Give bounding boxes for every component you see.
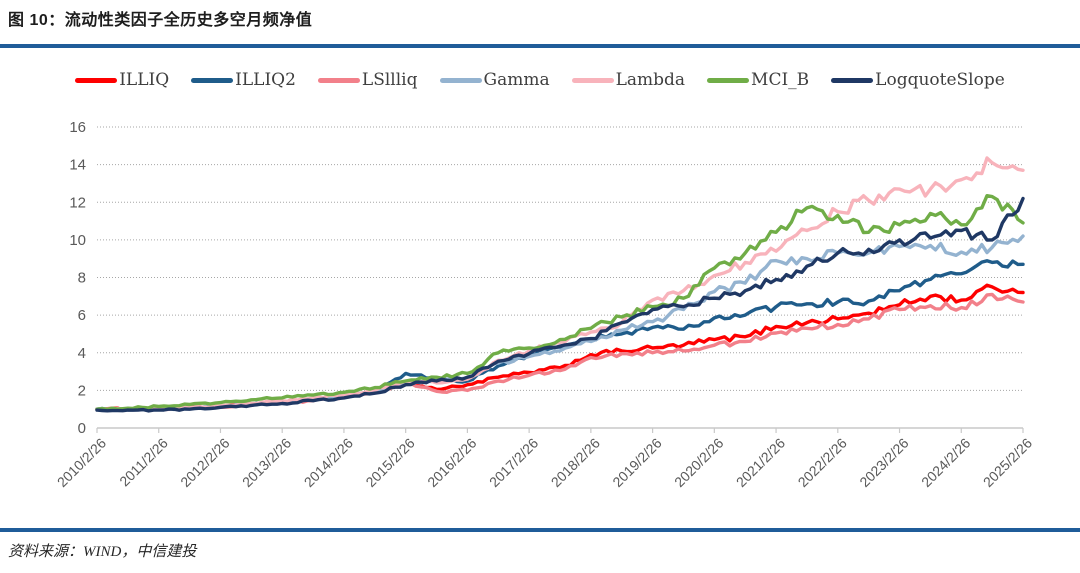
legend-label: ILLIQ bbox=[119, 70, 170, 90]
x-axis-label-group: 2012/2/26 bbox=[177, 435, 233, 491]
x-axis-label-group: 2013/2/26 bbox=[239, 435, 295, 491]
x-axis-label-group: 2014/2/26 bbox=[301, 435, 357, 491]
x-axis-label: 2021/2/26 bbox=[733, 435, 789, 491]
x-axis-label-group: 2021/2/26 bbox=[733, 435, 789, 491]
legend-swatch bbox=[439, 77, 482, 83]
legend-item-ILLIQ2: ILLIQ2 bbox=[191, 70, 296, 90]
x-axis-label-group: 2015/2/26 bbox=[362, 435, 418, 491]
legend-item-LSllliq: LSllliq bbox=[317, 70, 418, 90]
x-axis-label-group: 2011/2/26 bbox=[116, 435, 171, 490]
x-axis-label: 2018/2/26 bbox=[548, 435, 604, 491]
x-axis-label: 2022/2/26 bbox=[795, 435, 851, 491]
series-line-ILLIQ2 bbox=[95, 259, 1025, 412]
legend-swatch bbox=[831, 77, 874, 83]
legend-swatch bbox=[75, 77, 118, 83]
x-axis-label: 2012/2/26 bbox=[177, 435, 233, 491]
x-axis-label-group: 2017/2/26 bbox=[486, 435, 542, 491]
figure-title: 图 10：流动性类因子全历史多空月频净值 bbox=[8, 12, 313, 29]
x-axis-label: 2014/2/26 bbox=[301, 435, 357, 491]
legend-label: ILLIQ2 bbox=[235, 70, 296, 90]
x-axis-label-group: 2024/2/26 bbox=[918, 435, 974, 491]
legend-item-Gamma: Gamma bbox=[439, 70, 550, 90]
y-axis-label: 10 bbox=[69, 232, 86, 249]
x-axis-label: 2015/2/26 bbox=[362, 435, 418, 491]
x-axis-label-group: 2020/2/26 bbox=[671, 435, 727, 491]
legend-label: Lambda bbox=[615, 70, 686, 90]
y-axis-label: 8 bbox=[78, 270, 86, 287]
x-axis-label: 2011/2/26 bbox=[116, 435, 171, 490]
series-line-LogquoteSlope bbox=[95, 196, 1025, 413]
y-axis-label: 6 bbox=[78, 307, 86, 324]
x-axis-label: 2013/2/26 bbox=[239, 435, 295, 491]
legend-item-LogquoteSlope: LogquoteSlope bbox=[831, 70, 1005, 90]
x-axis-label: 2016/2/26 bbox=[424, 435, 480, 491]
x-axis-label-group: 2016/2/26 bbox=[424, 435, 480, 491]
legend-label: LSllliq bbox=[361, 70, 418, 90]
x-axis-label-group: 2022/2/26 bbox=[795, 435, 851, 491]
x-axis-label: 2025/2/26 bbox=[980, 435, 1036, 491]
y-axis-label: 0 bbox=[78, 420, 86, 437]
legend-item-Lambda: Lambda bbox=[571, 70, 686, 90]
y-axis-label: 12 bbox=[69, 194, 86, 211]
legend-label: Gamma bbox=[483, 70, 550, 90]
legend-swatch bbox=[571, 77, 614, 83]
plot-area: 0 2 4 6 8 10 12 14 16 2010/2/26 2011/2/26 2012/2/26… bbox=[0, 100, 1080, 525]
legend-item-MCI_B: MCI_B bbox=[707, 70, 809, 90]
bottom-divider bbox=[0, 528, 1080, 532]
x-axis-label: 2010/2/26 bbox=[54, 435, 110, 491]
y-axis-label: 14 bbox=[69, 157, 86, 174]
y-axis-label: 4 bbox=[78, 345, 86, 362]
source-note: 资料来源：WIND，中信建投 bbox=[8, 544, 197, 560]
legend-swatch bbox=[707, 77, 750, 83]
legend-item-ILLIQ: ILLIQ bbox=[75, 70, 169, 90]
x-axis-label-group: 2019/2/26 bbox=[609, 435, 665, 491]
series-line-Lambda bbox=[95, 156, 1025, 412]
y-axis-label: 16 bbox=[69, 119, 86, 136]
x-axis-label: 2020/2/26 bbox=[671, 435, 727, 491]
x-axis-label: 2019/2/26 bbox=[609, 435, 665, 491]
x-axis-label-group: 2010/2/26 bbox=[54, 435, 110, 491]
legend-swatch bbox=[191, 77, 234, 83]
chart-legend: ILLIQ ILLIQ2 LSllliq Gamma Lambda MCI_B Logquo… bbox=[0, 70, 1080, 90]
series-line-MCI_B bbox=[95, 193, 1025, 411]
series-line-Gamma bbox=[95, 234, 1025, 412]
x-axis-label: 2023/2/26 bbox=[856, 435, 912, 491]
x-axis-label-group: 2023/2/26 bbox=[856, 435, 912, 491]
x-axis-label: 2017/2/26 bbox=[486, 435, 542, 491]
y-axis-label: 2 bbox=[78, 382, 86, 399]
x-axis-label-group: 2018/2/26 bbox=[548, 435, 604, 491]
x-axis-label: 2024/2/26 bbox=[918, 435, 974, 491]
legend-label: LogquoteSlope bbox=[875, 70, 1005, 90]
x-axis-label-group: 2025/2/26 bbox=[980, 435, 1036, 491]
legend-swatch bbox=[317, 77, 360, 83]
line-chart: 0 2 4 6 8 10 12 14 16 2010/2/26 2011/2/26 2012/2/26… bbox=[54, 119, 1036, 491]
top-divider bbox=[0, 44, 1080, 48]
legend-label: MCI_B bbox=[751, 70, 810, 90]
